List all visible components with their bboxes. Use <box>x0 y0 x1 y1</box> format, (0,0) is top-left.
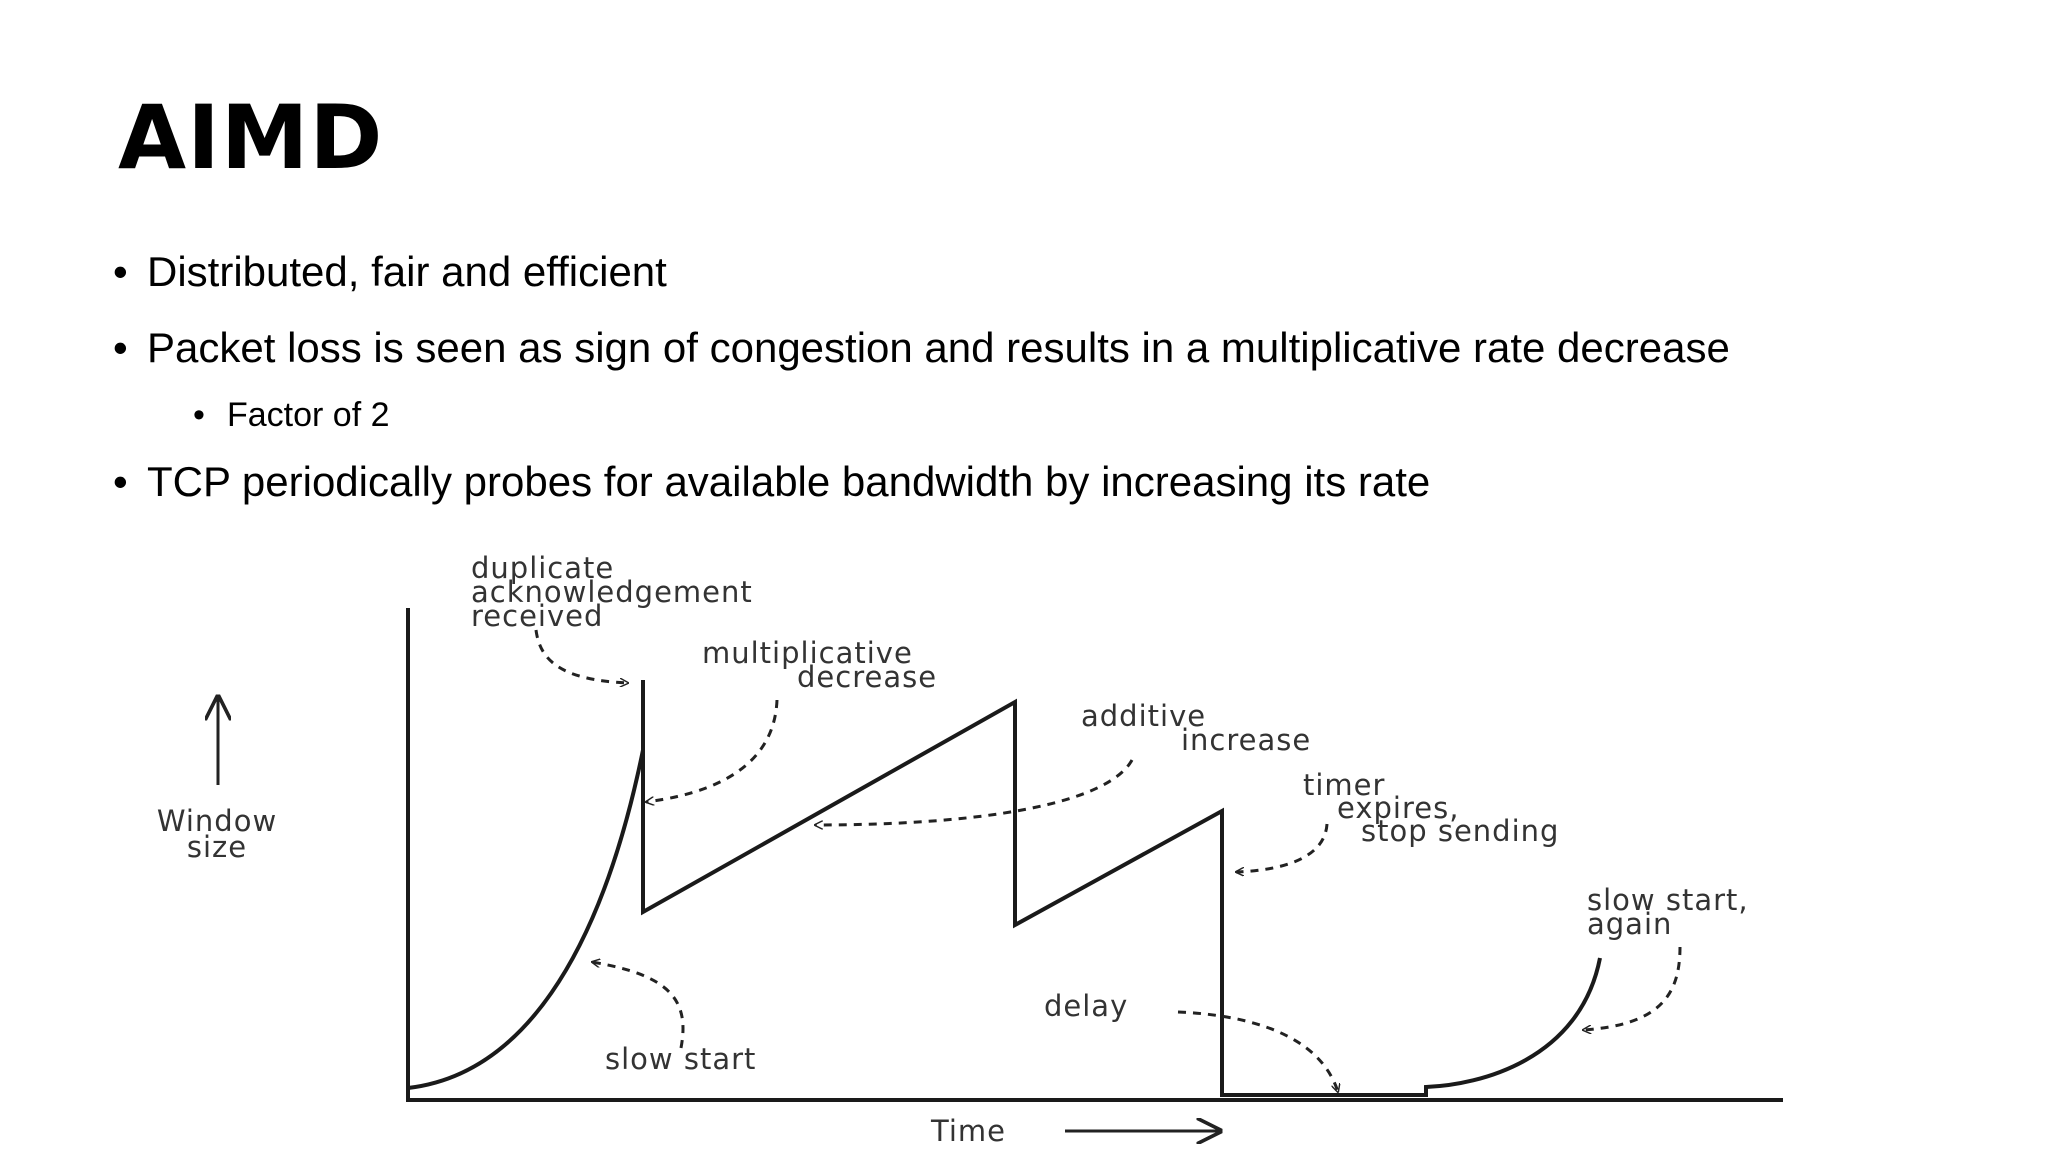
window-size-curve <box>407 680 1602 1097</box>
add-inc-label-line2: increase <box>1181 723 1311 757</box>
dup-ack-label-line1: duplicate <box>471 551 614 585</box>
dup-ack-arrow <box>534 629 628 683</box>
bullet-item: • Packet loss is seen as sign of congesti… <box>113 324 1730 372</box>
sub-bullet-item: • Factor of 2 <box>193 396 390 435</box>
y-axis-label-line2: size <box>187 830 247 864</box>
bullet-item: • TCP periodically probes for available b… <box>113 458 1430 506</box>
sub-bullet-text: Factor of 2 <box>227 396 390 434</box>
delay-arrow <box>1177 1010 1338 1092</box>
bullet-dot: • <box>113 458 128 505</box>
slow-again-label-line1: slow start, <box>1587 883 1749 917</box>
add-inc-label-line1: additive <box>1081 699 1206 733</box>
y-axis-label-line1: Window <box>157 804 277 838</box>
bullet-text: TCP periodically probes for available ba… <box>147 458 1431 505</box>
timer-label-line2: expires, <box>1337 791 1459 825</box>
bullet-dot: • <box>193 396 205 434</box>
mult-dec-arrow <box>646 699 779 802</box>
x-axis-label: Time <box>930 1114 1006 1148</box>
slow-start-arrow <box>592 962 685 1049</box>
delay-label: delay <box>1044 989 1128 1023</box>
dup-ack-label-line3: received <box>471 599 603 633</box>
slide-title: AIMD <box>118 86 384 189</box>
bullet-item: • Distributed, fair and efficient <box>113 248 667 296</box>
bullet-text: Packet loss is seen as sign of congestio… <box>147 324 1730 371</box>
dup-ack-label-line2: acknowledgement <box>471 575 753 609</box>
timer-arrow <box>1236 823 1329 872</box>
slow-again-label-line2: again <box>1587 907 1672 941</box>
add-inc-arrow <box>815 759 1134 825</box>
mult-dec-label-line1: multiplicative <box>702 636 913 670</box>
bullet-text: Distributed, fair and efficient <box>147 248 667 295</box>
slow-again-arrow <box>1583 946 1682 1030</box>
bullet-dot: • <box>113 248 128 295</box>
bullet-dot: • <box>113 324 128 371</box>
timer-label-line3: stop sending <box>1361 814 1559 848</box>
timer-label-line1: timer <box>1303 768 1385 802</box>
mult-dec-label-line2: decrease <box>797 660 937 694</box>
